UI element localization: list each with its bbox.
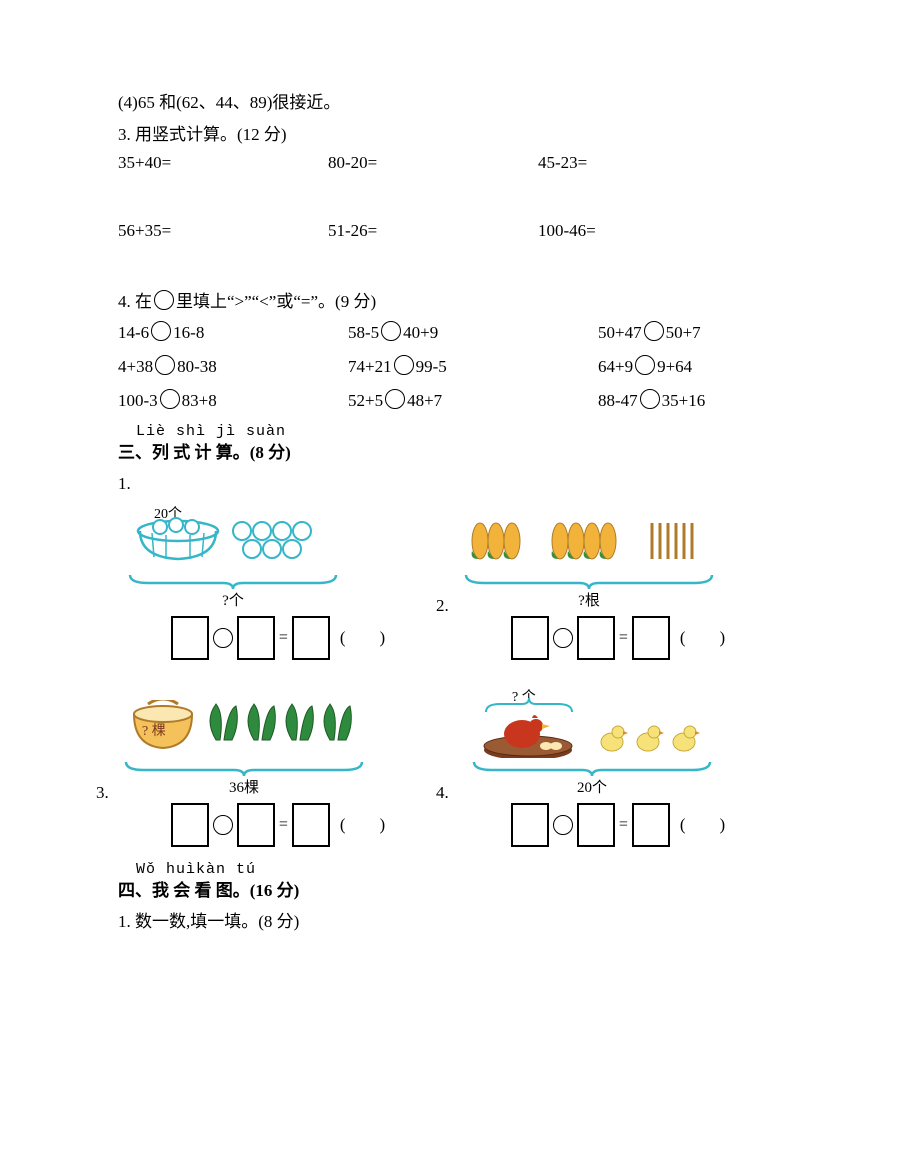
bracket-icon [464, 573, 714, 589]
answer-box[interactable] [632, 803, 670, 847]
corn-sticks-icon [468, 519, 728, 563]
q3-r2-b: 51-26= [328, 221, 538, 241]
s4-sub1: 1. 数一数,填一填。(8 分) [118, 909, 818, 935]
q4-title-post: 里填上“>”“<”或“=”。(9 分) [176, 292, 376, 311]
s4-title: 四、我 会 看 图。(16 分) [118, 878, 818, 904]
equals-sign: = [279, 629, 288, 647]
p1-equation: = () [118, 616, 438, 660]
q4-cell: 58-540+9 [348, 321, 598, 343]
unit-paren: () [680, 815, 725, 835]
answer-box[interactable] [171, 803, 209, 847]
q3-row2: 56+35= 51-26= 100-46= [118, 221, 818, 241]
q3-r1-a: 35+40= [118, 153, 328, 173]
q4-cell: 100-383+8 [118, 389, 348, 411]
q4-cell: 14-616-8 [118, 321, 348, 343]
operator-circle[interactable] [213, 815, 233, 835]
s3-problem-4: 4. ? 个 [458, 690, 778, 847]
q4-cell: 88-4735+16 [598, 389, 798, 411]
compare-circle[interactable] [385, 389, 405, 409]
p1-bracket-label: ?个 [128, 589, 338, 610]
s4-pinyin: Wǒ huìkàn tú [136, 861, 818, 878]
compare-circle[interactable] [640, 389, 660, 409]
q4-cell: 50+4750+7 [598, 321, 798, 343]
s3-title: 三、列 式 计 算。(8 分) [118, 440, 818, 466]
bracket-icon [472, 760, 712, 776]
answer-box[interactable] [511, 803, 549, 847]
q4-cell: 52+548+7 [348, 389, 598, 411]
operator-circle[interactable] [213, 628, 233, 648]
cabbage-icon [206, 700, 366, 752]
bracket-icon [128, 573, 338, 589]
q4-cell: 4+3880-38 [118, 355, 348, 377]
q4-title: 4. 在 里填上“>”“<”或“=”。(9 分) [118, 289, 818, 315]
q4-row: 14-616-858-540+950+4750+7 [118, 321, 818, 343]
chicks-icon [598, 720, 708, 758]
p3-num: 3. [96, 783, 109, 803]
p2-num: 2. [436, 596, 449, 616]
compare-circle[interactable] [644, 321, 664, 341]
p3-bracket-label: 36棵 [124, 776, 364, 797]
q4-cell: 64+99+64 [598, 355, 798, 377]
answer-box[interactable] [577, 803, 615, 847]
q3-r2-a: 56+35= [118, 221, 328, 241]
compare-circle[interactable] [381, 321, 401, 341]
unit-paren: () [340, 815, 385, 835]
compare-circle[interactable] [635, 355, 655, 375]
eggs-icon [230, 519, 320, 563]
p3-equation: = () [118, 803, 438, 847]
equals-sign: = [619, 629, 628, 647]
answer-box[interactable] [237, 803, 275, 847]
p4-num: 4. [436, 783, 449, 803]
q4-row: 4+3880-3874+2199-564+99+64 [118, 355, 818, 377]
s3-p1-num-top: 1. [118, 471, 818, 497]
answer-box[interactable] [292, 803, 330, 847]
answer-box[interactable] [632, 616, 670, 660]
answer-box[interactable] [292, 616, 330, 660]
s3-problem-3: 3. ? 棵 [118, 690, 438, 847]
compare-circle[interactable] [155, 355, 175, 375]
compare-circle[interactable] [151, 321, 171, 341]
compare-circle[interactable] [394, 355, 414, 375]
unit-paren: () [340, 628, 385, 648]
unit-paren: () [680, 628, 725, 648]
circle-icon [154, 290, 174, 310]
q4-row: 100-383+852+548+788-4735+16 [118, 389, 818, 411]
s3-problem-1: 20个 [118, 503, 438, 660]
s3-pinyin: Liè shì jì suàn [136, 423, 818, 440]
q3-r1-b: 80-20= [328, 153, 538, 173]
hen-nest-icon [478, 712, 578, 758]
compare-circle[interactable] [160, 389, 180, 409]
q3-title: 3. 用竖式计算。(12 分) [118, 122, 818, 148]
q2-4-text: (4)65 和(62、44、89)很接近。 [118, 90, 818, 116]
p4-equation: = () [458, 803, 778, 847]
equals-sign: = [619, 816, 628, 834]
answer-box[interactable] [237, 616, 275, 660]
p4-bracket-label: 20个 [472, 776, 712, 797]
q4-cell: 74+2199-5 [348, 355, 598, 377]
answer-box[interactable] [511, 616, 549, 660]
p2-equation: = () [458, 616, 778, 660]
operator-circle[interactable] [553, 815, 573, 835]
q3-row1: 35+40= 80-20= 45-23= [118, 153, 818, 173]
bracket-icon [124, 760, 364, 776]
p3-basket-label: ? 棵 [142, 720, 166, 740]
q4-title-pre: 4. 在 [118, 292, 152, 311]
q3-r2-c: 100-46= [538, 221, 748, 241]
answer-box[interactable] [171, 616, 209, 660]
p2-bracket-label: ?根 [464, 589, 714, 610]
s3-problem-2: 2. [458, 503, 778, 660]
operator-circle[interactable] [553, 628, 573, 648]
equals-sign: = [279, 816, 288, 834]
q3-r1-c: 45-23= [538, 153, 748, 173]
answer-box[interactable] [577, 616, 615, 660]
basket-icon [132, 517, 224, 561]
